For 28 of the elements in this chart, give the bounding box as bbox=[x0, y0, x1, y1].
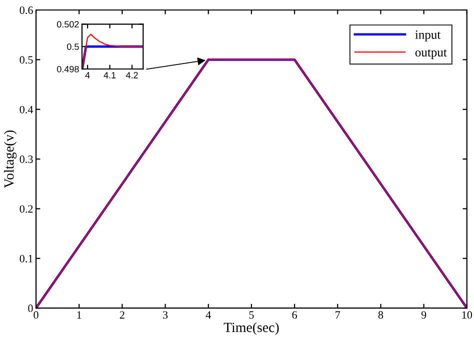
x-tick-label: 0 bbox=[34, 311, 38, 319]
x-tick-label: 10 bbox=[462, 311, 472, 319]
x-tick-label: 7 bbox=[336, 311, 340, 319]
y-tick-label: 0.1 bbox=[20, 254, 33, 262]
legend-label: input bbox=[415, 30, 441, 42]
x-tick-label: 4.1 bbox=[104, 72, 116, 78]
x-tick-label: 4 bbox=[85, 72, 90, 78]
y-tick-label: 0.498 bbox=[56, 66, 79, 72]
x-tick-label: 8 bbox=[378, 311, 384, 319]
y-axis-title: Voltage(v) bbox=[4, 130, 17, 188]
x-tick-label: 4 bbox=[206, 311, 211, 319]
x-tick-label: 3 bbox=[163, 311, 168, 319]
x-tick-label: 5 bbox=[249, 311, 254, 319]
y-tick-label: 0.2 bbox=[20, 205, 33, 213]
y-tick-label: 0.4 bbox=[20, 106, 34, 114]
x-axis-title: Time(sec) bbox=[224, 322, 279, 335]
legend-label: output bbox=[415, 49, 447, 60]
y-tick-label: 0 bbox=[28, 304, 33, 312]
y-tick-label: 0.3 bbox=[20, 156, 33, 164]
x-tick-label: 9 bbox=[421, 311, 426, 319]
y-tick-label: 0.5 bbox=[67, 44, 79, 50]
y-tick-label: 0.502 bbox=[56, 21, 79, 28]
x-tick-label: 6 bbox=[292, 311, 297, 319]
x-tick-label: 4.2 bbox=[126, 72, 138, 78]
y-tick-label: 0.6 bbox=[20, 6, 33, 14]
x-tick-label: 2 bbox=[120, 311, 124, 319]
y-tick-label: 0.5 bbox=[20, 56, 33, 64]
x-tick-label: 1 bbox=[77, 311, 82, 319]
